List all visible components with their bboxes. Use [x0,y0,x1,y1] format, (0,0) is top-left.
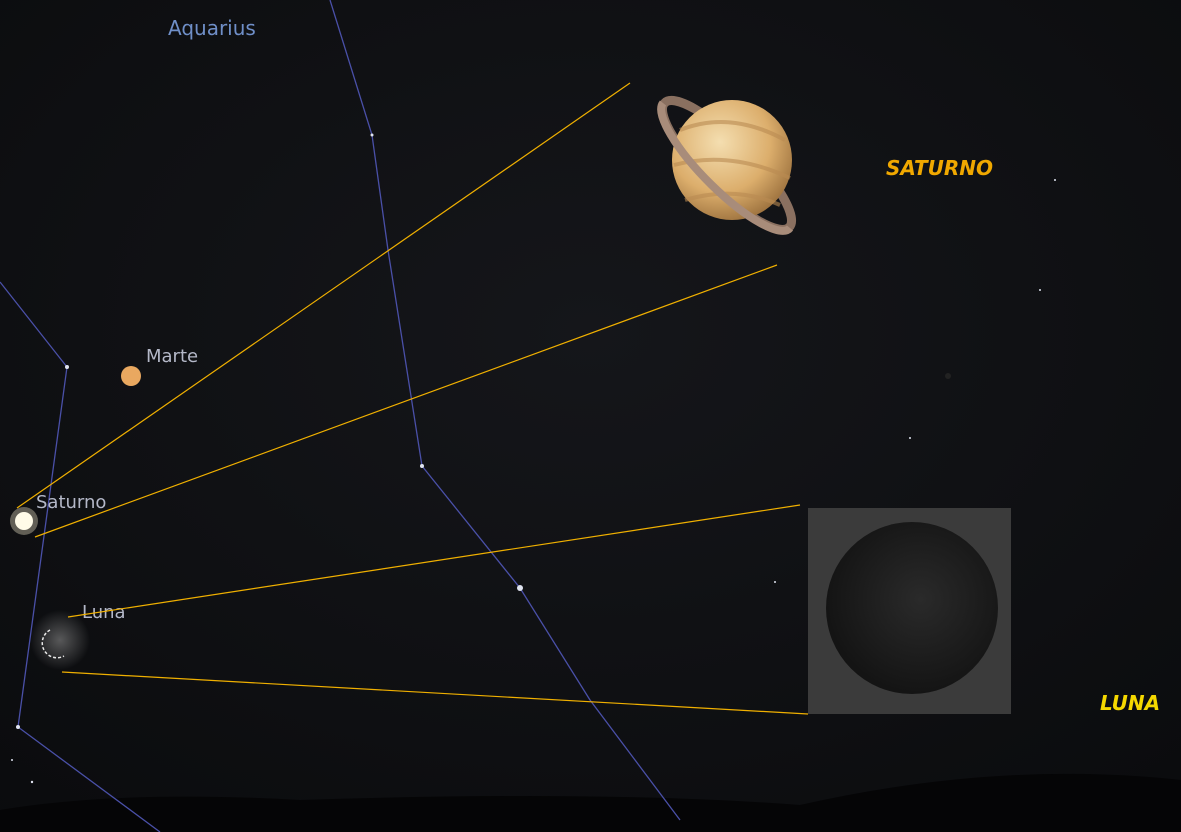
sky-view: Aquarius Marte Saturno Luna SATURNO LUNA [0,0,1181,832]
moon-image [808,508,1011,714]
constellation-label: Aquarius [168,16,256,40]
moon-glow [30,610,90,670]
mars [121,366,141,386]
planet-label: Luna [82,602,126,623]
planet-label: Saturno [36,492,106,513]
planet-label: Marte [146,346,198,367]
saturn-dot [15,512,33,530]
callout-label: SATURNO [886,156,993,180]
callout-label: LUNA [1100,691,1160,715]
